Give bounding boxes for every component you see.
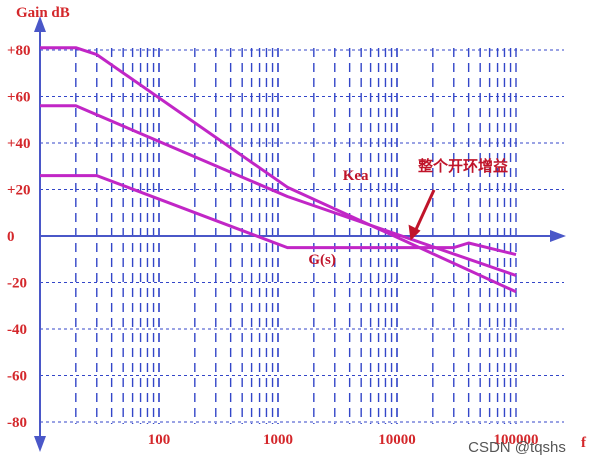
annotation-arrow <box>408 189 436 241</box>
x-tick-label: 100 <box>148 432 171 448</box>
x-tick-labels: 100 1000 10000 100000 <box>148 432 539 448</box>
y-tick-label: -40 <box>7 322 27 338</box>
y-tick-label: +60 <box>7 90 31 106</box>
y-tick-label: +80 <box>7 43 31 59</box>
y-tick-label: 0 <box>7 229 15 245</box>
arrow-head <box>408 224 421 241</box>
annotation-kea: Kea <box>343 168 369 184</box>
y-tick-label: +20 <box>7 183 31 199</box>
y-axis-arrow-bottom <box>34 436 46 452</box>
x-tick-label: 100000 <box>494 432 539 448</box>
x-tick-label: 1000 <box>263 432 293 448</box>
x-axis-arrow <box>550 230 566 242</box>
series-layer <box>40 46 517 294</box>
arrow-shaft <box>413 189 436 234</box>
y-tick-label: -80 <box>7 415 27 431</box>
y-axis-arrow <box>34 16 46 32</box>
axes <box>34 16 566 452</box>
y-tick-label: +40 <box>7 136 31 152</box>
y-axis-label: Gain dB <box>16 5 70 21</box>
series-line-3 <box>40 174 517 257</box>
x-axis-label: f <box>581 435 587 451</box>
watermark: CSDN @tqshs <box>468 439 566 456</box>
y-tick-labels: +80 +60 +40 +20 0 -20 -40 -60 -80 <box>7 43 31 431</box>
annotation-open-loop-gain: 整个开环增益 <box>418 157 508 175</box>
x-tick-label: 10000 <box>378 432 416 448</box>
y-tick-label: -60 <box>7 369 27 385</box>
annotation-gs: G(s) <box>308 252 336 268</box>
y-tick-label: -20 <box>7 276 27 292</box>
series-line-2 <box>40 104 517 277</box>
